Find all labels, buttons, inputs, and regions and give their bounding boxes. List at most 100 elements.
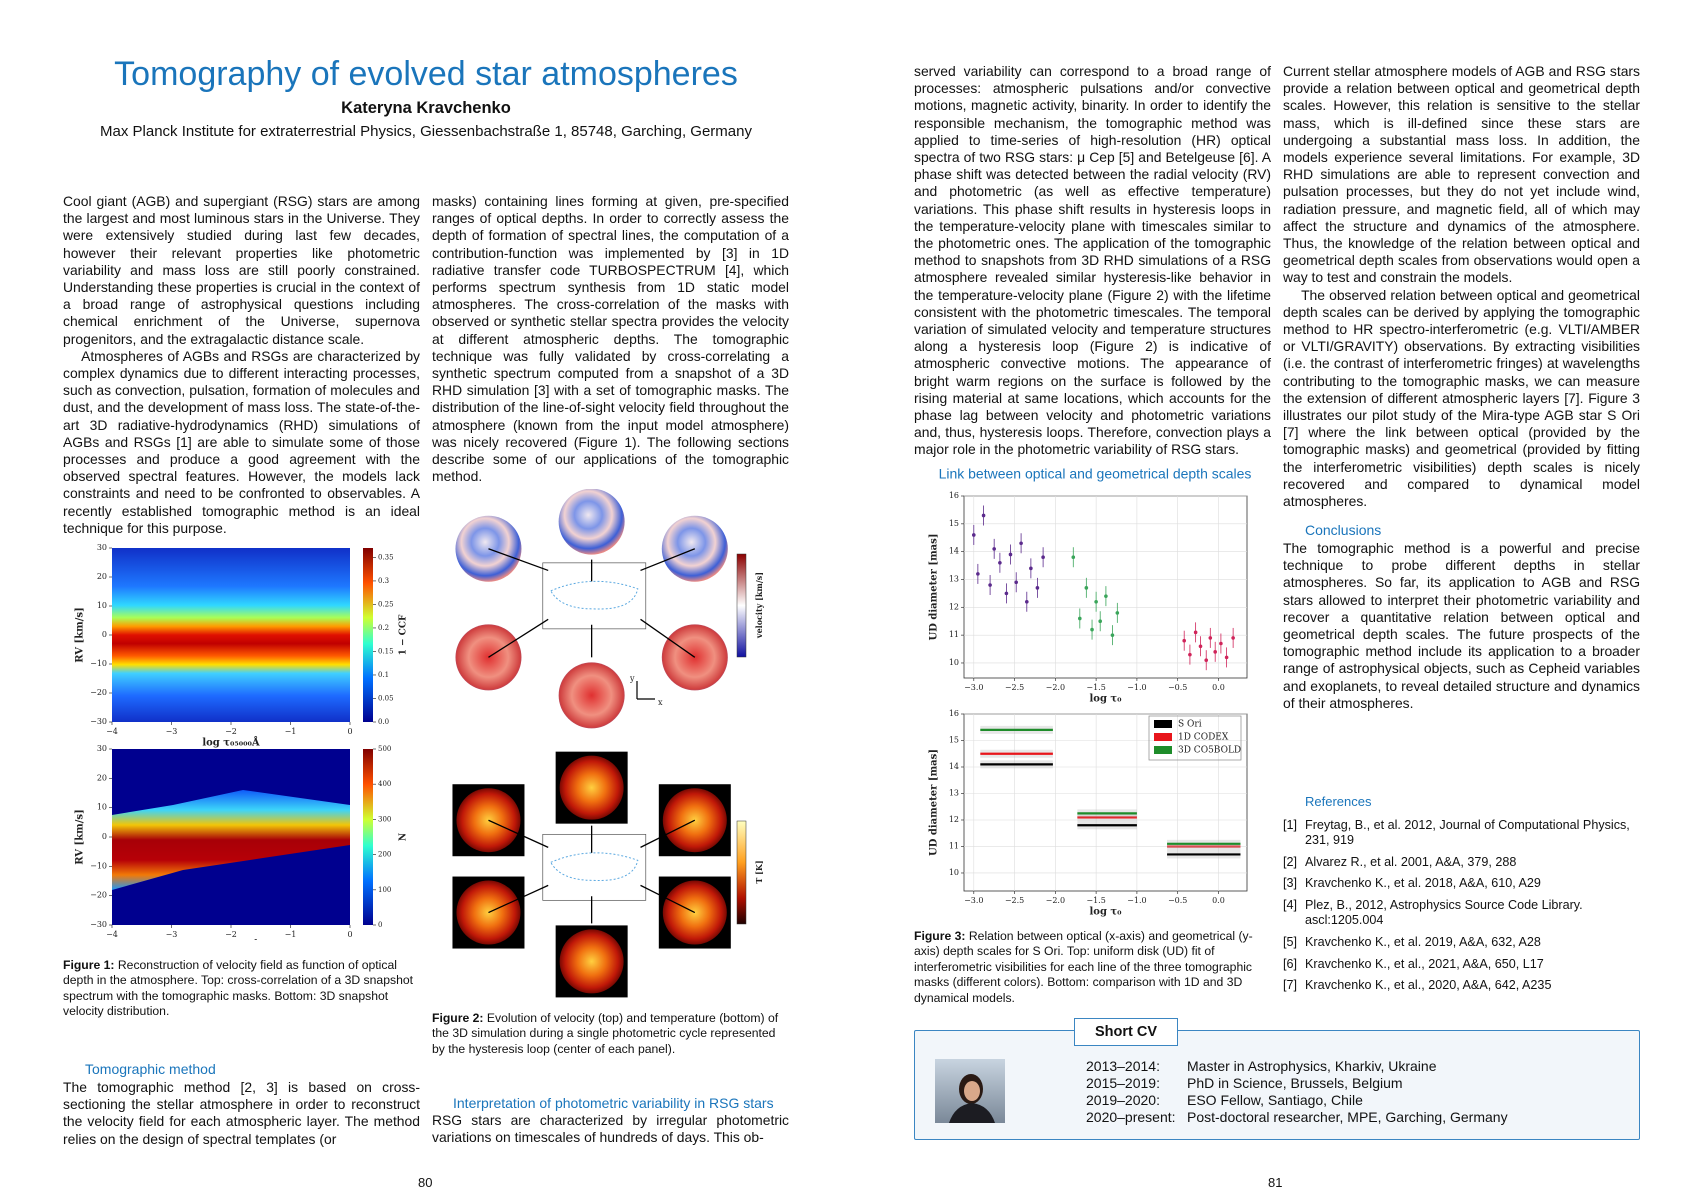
x-tick-label: −1.5 bbox=[1086, 683, 1105, 692]
data-point bbox=[1231, 636, 1235, 640]
reference-label: [7] bbox=[1283, 978, 1298, 993]
reference-text: Kravchenko K., et al., 2020, A&A, 642, A… bbox=[1305, 978, 1552, 993]
paragraph: masks) containing lines forming at given… bbox=[432, 193, 789, 485]
data-point bbox=[1188, 652, 1192, 657]
x-tick-label: 0.0 bbox=[1212, 683, 1225, 692]
reference-label: [5] bbox=[1283, 934, 1298, 949]
legend-swatch bbox=[1154, 720, 1172, 728]
paragraph: The tomographic method is a powerful and… bbox=[1283, 540, 1640, 711]
data-point bbox=[1090, 627, 1094, 632]
colorbar-tick-label: 0.35 bbox=[378, 553, 394, 561]
hysteresis-loop bbox=[550, 580, 639, 610]
figure-caption: Figure 2: Evolution of velocity (top) an… bbox=[432, 1011, 789, 1057]
y-tick-label: 11 bbox=[949, 841, 959, 850]
figure-3: Link between optical and geometrical dep… bbox=[929, 466, 1252, 918]
reference-text: Kravchenko K., et al. 2019, A&A, 632, A2… bbox=[1305, 934, 1541, 949]
data-point bbox=[1035, 586, 1040, 590]
y-tick-label: −20 bbox=[90, 688, 107, 697]
paragraph: The tomographic method [2, 3] is based o… bbox=[63, 1079, 420, 1147]
caption-label: Figure 1: bbox=[63, 958, 115, 972]
x-axis-label: log τ₀ bbox=[1089, 907, 1122, 918]
y-tick-label: −20 bbox=[90, 891, 107, 900]
reference-label: [6] bbox=[1283, 956, 1298, 971]
reference-label: [1] bbox=[1283, 818, 1298, 832]
colorbar-label: 1 − CCF bbox=[399, 614, 409, 655]
y-tick-label: 20 bbox=[97, 773, 107, 782]
caption-label: Figure 2: bbox=[432, 1011, 484, 1025]
x-tick-label: −1.0 bbox=[1127, 683, 1146, 692]
cv-box bbox=[914, 1030, 1640, 1140]
caption-text: Relation between optical (x-axis) and ge… bbox=[914, 929, 1253, 1005]
star-snapshot bbox=[558, 662, 625, 729]
reference-text: Alvarez R., et al. 2001, A&A, 379, 288 bbox=[1305, 854, 1517, 869]
paragraph: Cool giant (AGB) and supergiant (RSG) st… bbox=[63, 193, 420, 347]
y-tick-label: 10 bbox=[97, 601, 107, 610]
colorbar-tick-label: 0.25 bbox=[378, 600, 394, 608]
y-tick-label: 30 bbox=[97, 543, 107, 552]
star-snapshot bbox=[455, 515, 522, 582]
data-point bbox=[976, 572, 980, 576]
section-heading: Interpretation of photometric variabilit… bbox=[453, 1095, 774, 1111]
star-snapshot bbox=[661, 515, 728, 582]
connector bbox=[488, 884, 549, 914]
data-point bbox=[1193, 630, 1198, 635]
legend-label: 1D CODEX bbox=[1178, 733, 1229, 743]
hysteresis-loop bbox=[550, 852, 639, 881]
reference-text: Kravchenko K., et al. 2018, A&A, 610, A2… bbox=[1305, 876, 1541, 891]
figure-2-panels bbox=[451, 489, 732, 998]
cv-period: 2020–present: bbox=[1086, 1109, 1176, 1125]
colorbar-tick-label: 0.15 bbox=[378, 647, 394, 655]
data-point bbox=[1182, 638, 1187, 643]
cv-entry: ESO Fellow, Santiago, Chile bbox=[1187, 1092, 1363, 1108]
colorbar bbox=[363, 749, 373, 925]
x-tick-label: −4 bbox=[106, 930, 118, 939]
column-text: Current stellar atmosphere models of AGB… bbox=[1283, 63, 1640, 510]
reference: [5] Kravchenko K., et al. 2019, A&A, 632,… bbox=[1283, 935, 1640, 950]
x-tick-label: −2.0 bbox=[1046, 896, 1065, 905]
reference: [4] Plez, B., 2012, Astrophysics Source C… bbox=[1283, 898, 1640, 928]
cv-title: Short CV bbox=[1074, 1018, 1178, 1046]
colorbar-label: T [K] bbox=[754, 860, 764, 883]
axes-arrows bbox=[636, 681, 655, 700]
y-tick-label: −10 bbox=[90, 659, 107, 668]
y-tick-label: 10 bbox=[949, 658, 959, 667]
caption-text: Evolution of velocity (top) and temperat… bbox=[432, 1011, 779, 1056]
colorbar-tick-label: 400 bbox=[378, 780, 391, 788]
y-tick-label: 15 bbox=[949, 519, 959, 528]
x-tick-label: −3 bbox=[166, 930, 178, 939]
caption-text: Reconstruction of velocity field as func… bbox=[63, 958, 414, 1019]
paragraph: Atmospheres of AGBs and RSGs are charact… bbox=[63, 347, 420, 536]
data-point bbox=[1204, 658, 1209, 662]
section-heading: Tomographic method bbox=[85, 1061, 216, 1077]
data-point bbox=[1115, 611, 1120, 615]
star-snapshot bbox=[662, 788, 727, 853]
colorbar-label: velocity [km/s] bbox=[754, 572, 764, 639]
section-heading: Conclusions bbox=[1305, 522, 1382, 538]
y-axis-label: UD diameter [mas] bbox=[929, 534, 940, 641]
x-tick-label: −3.0 bbox=[964, 683, 983, 692]
reference: [7] Kravchenko K., et al., 2020, A&A, 642… bbox=[1283, 978, 1640, 993]
x-tick-label: −2 bbox=[225, 930, 237, 939]
star-snapshot bbox=[661, 624, 728, 691]
figure-2: y x velocity [km/s] T [K] bbox=[451, 489, 764, 998]
reference: [3] Kravchenko K., et al. 2018, A&A, 610,… bbox=[1283, 876, 1640, 891]
x-tick-label: −1 bbox=[285, 727, 297, 736]
y-tick-label: 14 bbox=[949, 547, 959, 556]
y-axis-label: UD diameter [mas] bbox=[929, 749, 940, 856]
colorbar bbox=[736, 820, 747, 925]
y-tick-label: −10 bbox=[90, 861, 107, 870]
star-snapshot bbox=[455, 624, 522, 691]
heatmap-feature bbox=[112, 790, 350, 890]
cv-period: 2013–2014: bbox=[1086, 1058, 1160, 1074]
data-point bbox=[1084, 586, 1089, 590]
page-number: 81 bbox=[1268, 1175, 1283, 1190]
x-axis-label: log τ₀₅₀₀₀Å bbox=[202, 737, 260, 749]
colorbar-tick-label: 0 bbox=[378, 921, 382, 929]
legend-frame bbox=[1148, 715, 1242, 761]
data-point bbox=[1078, 616, 1082, 621]
loop-panel bbox=[542, 833, 647, 901]
y-tick-label: −30 bbox=[90, 920, 107, 929]
legend-swatch bbox=[1154, 733, 1172, 741]
x-axis-label: log τ₀ bbox=[1089, 694, 1122, 705]
y-tick-label: 14 bbox=[949, 762, 959, 771]
